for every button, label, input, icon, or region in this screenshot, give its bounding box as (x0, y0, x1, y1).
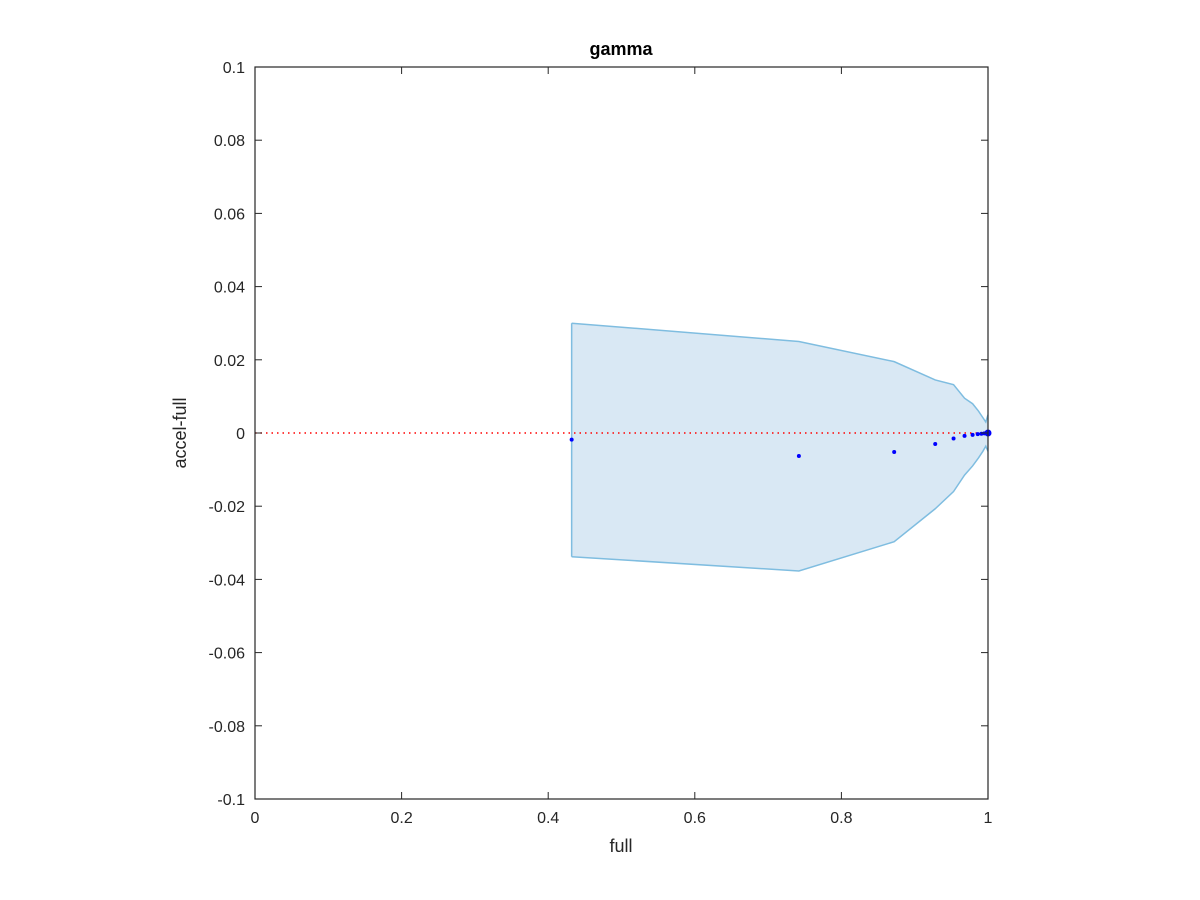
data-point (951, 436, 956, 441)
y-tick-label: -0.06 (209, 646, 246, 663)
x-tick-label: 0.6 (684, 810, 706, 827)
x-tick-label: 0.8 (830, 810, 852, 827)
scatter-points-layer (569, 429, 992, 459)
data-point (962, 433, 967, 438)
data-point (892, 450, 897, 455)
x-tick-label: 0 (251, 810, 260, 827)
tick-layer: 0 0.2 0.4 0.6 0.8 1 0.1 0.08 0.06 0.04 0.02 0 -0.02 -… (209, 60, 993, 827)
x-tick-label: 1 (984, 810, 993, 827)
y-axis-title: accel-full (170, 397, 190, 468)
data-point (970, 432, 975, 437)
band-upper-edge (571, 322, 989, 424)
confidence-band-layer (570, 322, 989, 572)
x-axis-title: full (609, 836, 632, 856)
data-point (569, 437, 574, 442)
y-tick-label: -0.04 (209, 572, 246, 589)
y-tick-label: -0.08 (209, 719, 246, 736)
x-tick-label: 0.4 (537, 810, 559, 827)
x-tick-label: 0.2 (390, 810, 412, 827)
y-tick-label: 0.04 (214, 280, 245, 297)
y-tick-label: 0.06 (214, 206, 245, 223)
band-lower-edge (571, 444, 989, 572)
data-point (796, 454, 801, 459)
y-tick-label: -0.02 (209, 499, 246, 516)
chart-title: gamma (589, 39, 653, 59)
data-point (933, 441, 938, 446)
y-tick-label: 0.08 (214, 133, 245, 150)
y-tick-label: 0 (236, 426, 245, 443)
y-tick-label: 0.02 (214, 353, 245, 370)
y-tick-label: 0.1 (223, 60, 245, 77)
band-fill (571, 323, 988, 571)
data-point (975, 432, 980, 437)
y-tick-label: -0.1 (217, 792, 245, 809)
